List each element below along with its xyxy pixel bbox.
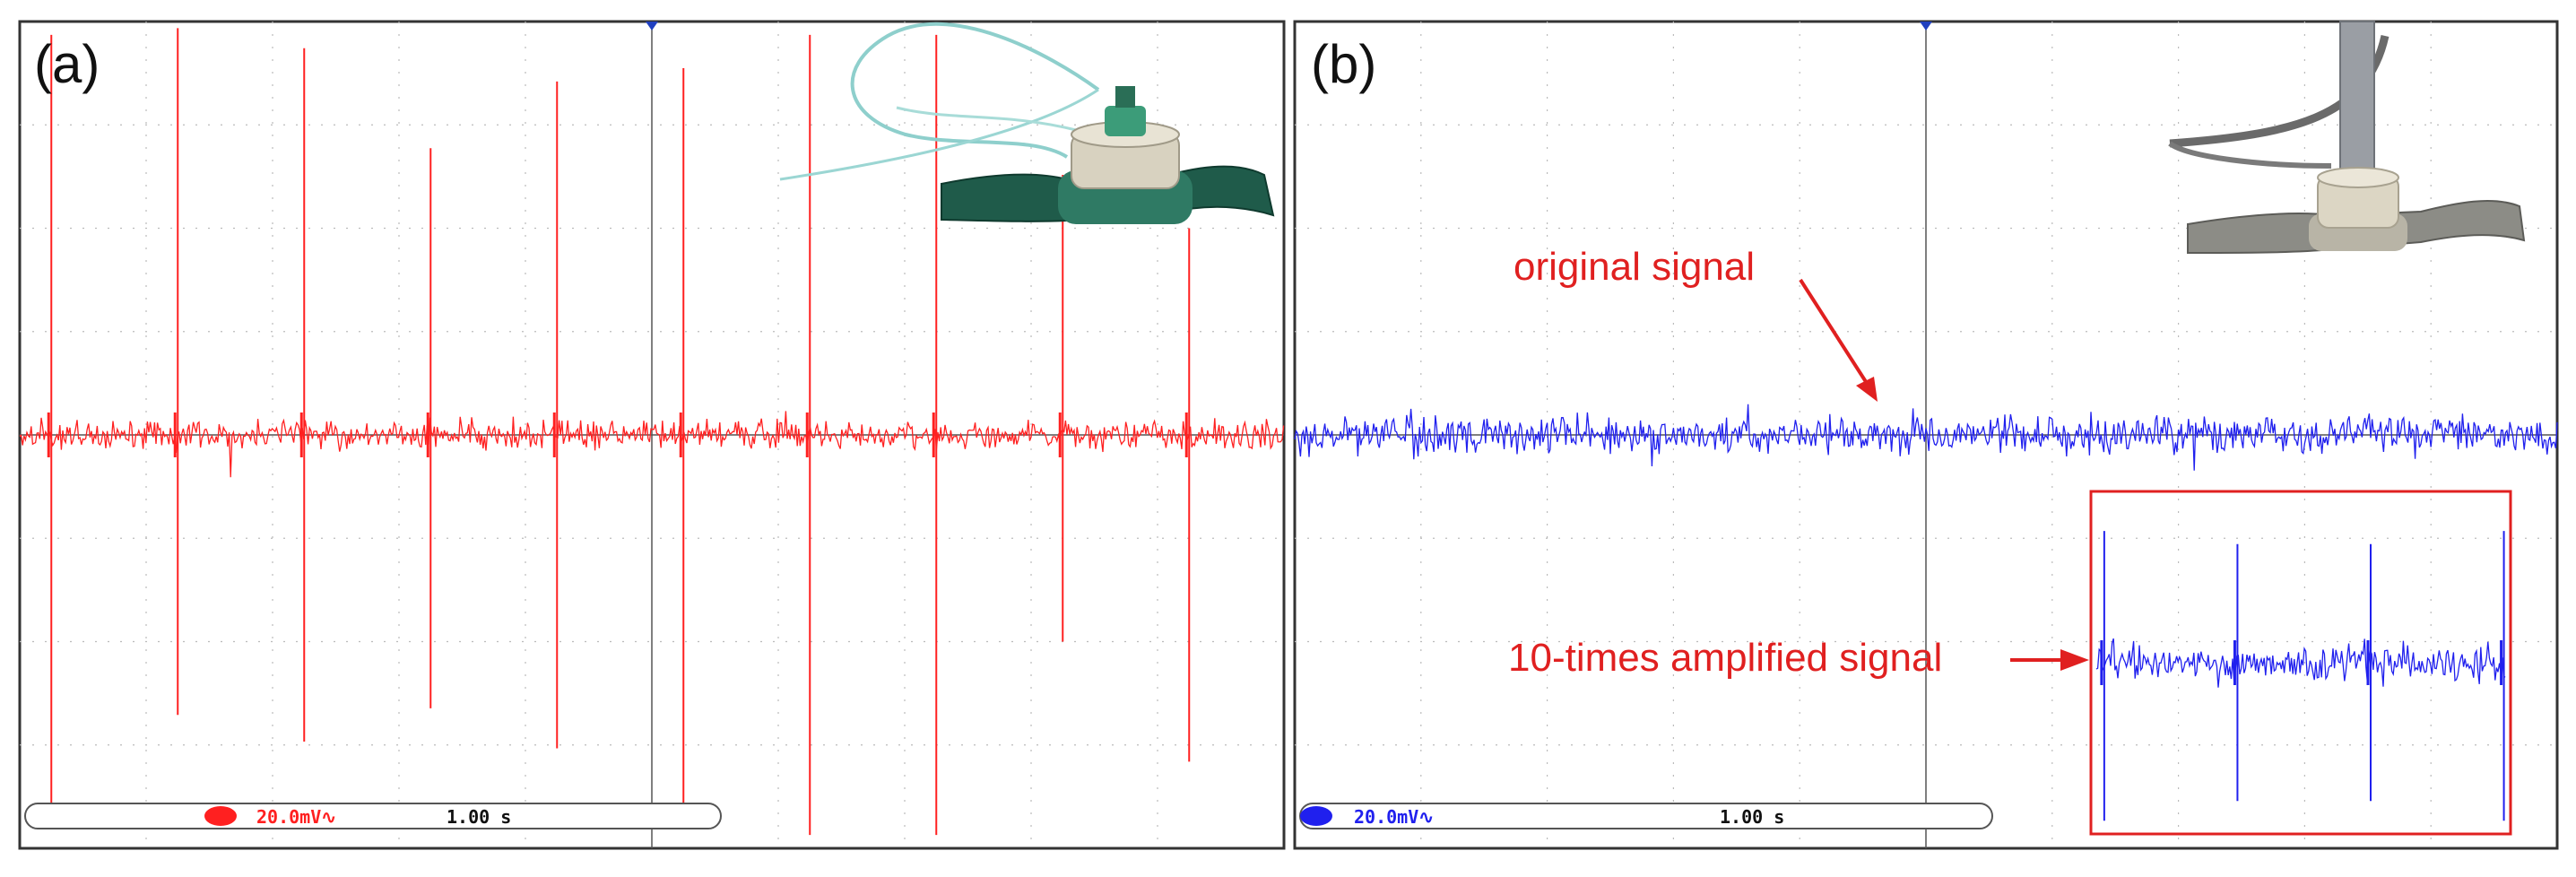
sensor-photo-a [779, 22, 1275, 224]
panel-b-label: (b) [1311, 34, 1376, 94]
sensor-connector-a [1105, 106, 1146, 136]
panel-b-noise-trace [1294, 404, 2558, 471]
panel-b-signal [1294, 404, 2558, 471]
time-per-div-a: 1.00 s [447, 806, 511, 828]
panel-a-trigger-marker-icon [646, 22, 658, 30]
panel-a-grid [20, 22, 1284, 848]
panel-b: (b) original signal 10-times amplified s… [1293, 20, 2559, 850]
panel-a: (a) 20.0mV∿ 1.00 s [18, 20, 1286, 850]
annotation-original-signal: original signal [1514, 245, 1755, 289]
panel-b-trigger-marker-icon [1920, 22, 1932, 30]
sensor-cable-a-2 [779, 88, 1099, 181]
status-bar-b: 20.0mV∿ 1.00 s [1299, 803, 1993, 829]
arrow-original-signal [1799, 278, 1871, 389]
channel-badge-a-icon [204, 806, 237, 826]
panel-a-label: (a) [34, 34, 100, 94]
annotation-amplified-signal: 10-times amplified signal [1508, 636, 1942, 680]
sensor-photo-b [2168, 21, 2526, 255]
sensor-top-b [2317, 167, 2399, 188]
inset-frame [2089, 490, 2512, 836]
inset-noise-trace [2095, 638, 2506, 688]
volts-per-div-b: 20.0mV∿ [1354, 806, 1434, 828]
channel-badge-b-icon [1300, 806, 1332, 826]
sensor-cable-b-2 [2168, 141, 2332, 169]
panel-a-noise-trace [19, 411, 1285, 478]
sensor-plug-a [1115, 86, 1135, 108]
volts-per-div-a: 20.0mV∿ [256, 806, 336, 828]
sensor-shaft-b [2339, 21, 2375, 179]
panel-a-signal [19, 28, 1285, 836]
inset-signal [2095, 531, 2506, 821]
arrowhead-amplified-signal-icon [2060, 649, 2089, 671]
status-bar-a-frame [24, 803, 722, 829]
sensor-cable-a-3 [896, 106, 1077, 132]
arrowhead-original-signal-icon [1856, 377, 1878, 402]
sensor-cable-b [2169, 35, 2390, 148]
sensor-cable-a [850, 22, 1100, 159]
time-per-div-b: 1.00 s [1720, 806, 1784, 828]
status-bar-a: 20.0mV∿ 1.00 s [24, 803, 722, 829]
